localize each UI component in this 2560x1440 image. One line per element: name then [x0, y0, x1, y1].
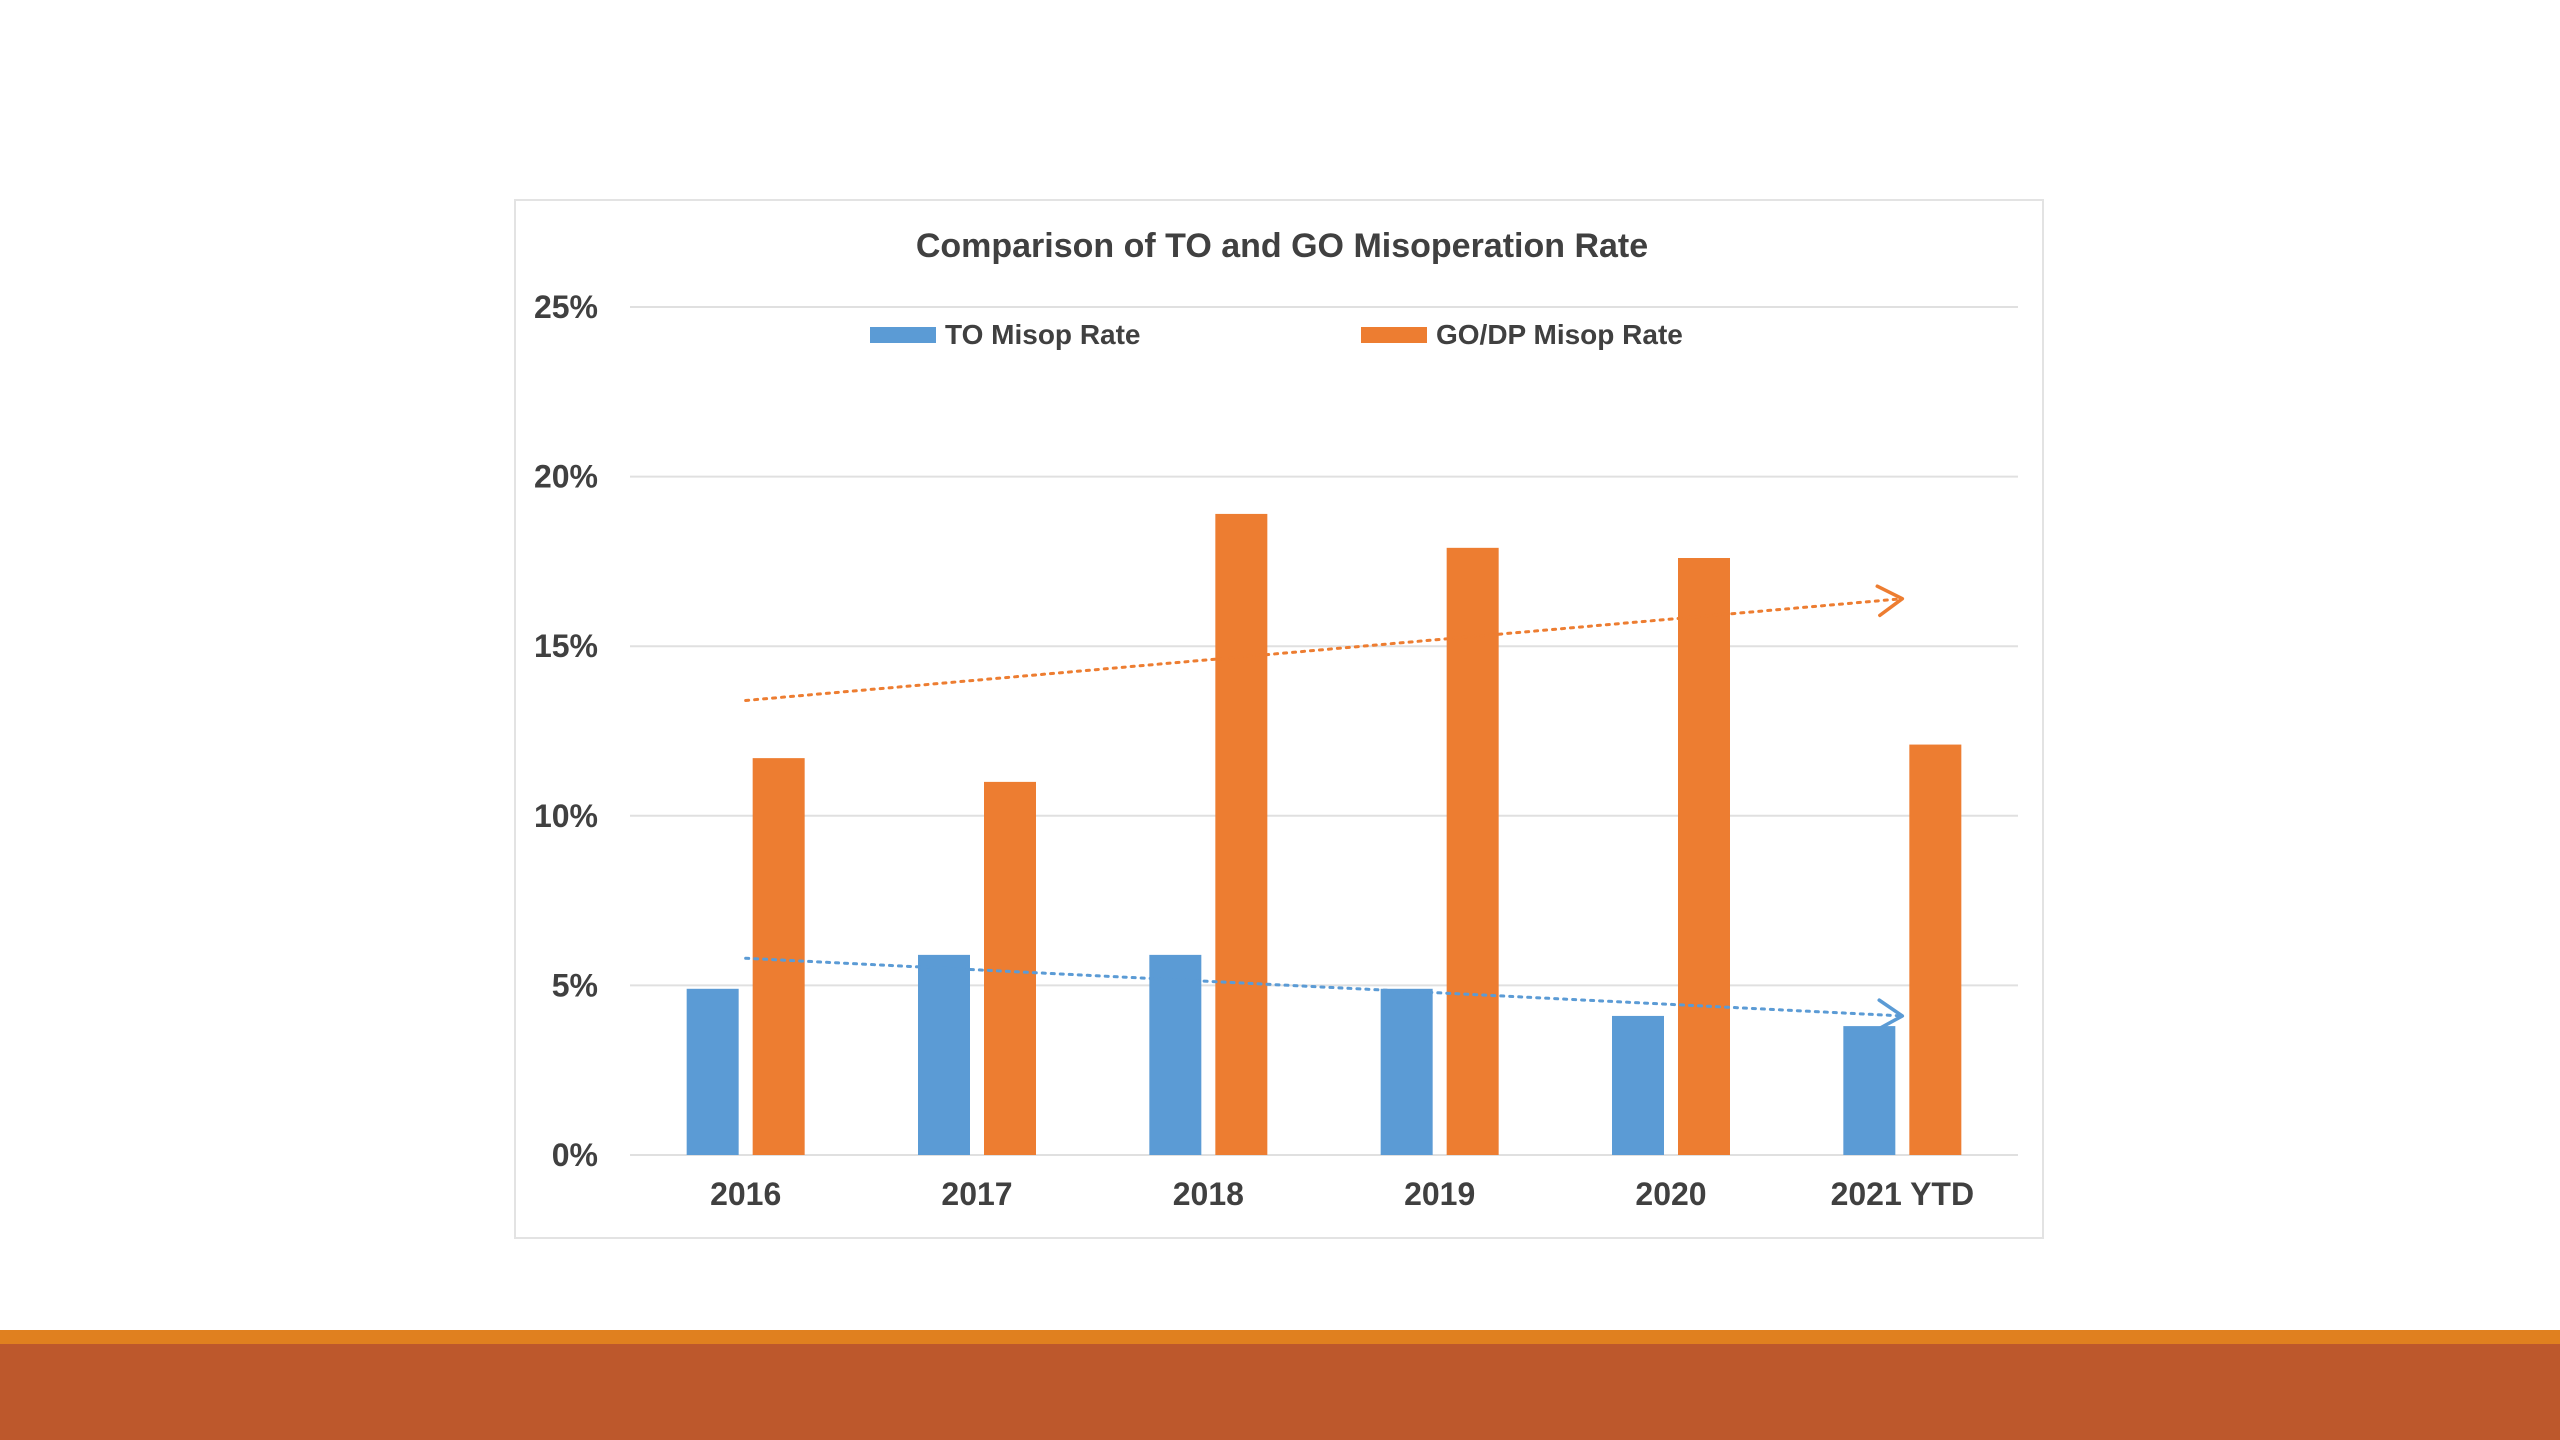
x-tick-label: 2020 [1635, 1176, 1706, 1212]
bar-go-5 [1909, 744, 1962, 1155]
bar-go-4 [1678, 558, 1730, 1155]
x-tick-label: 2019 [1404, 1176, 1475, 1212]
bars [686, 513, 1962, 1155]
trendline-arrowhead-0 [1876, 998, 1905, 1032]
y-tick-label: 5% [552, 967, 598, 1003]
legend-label-go: GO/DP Misop Rate [1436, 319, 1683, 350]
bar-to-3 [1380, 988, 1433, 1155]
bar-to-5 [1843, 1026, 1896, 1155]
bar-go-0 [752, 758, 805, 1155]
legend-swatch-go [1361, 327, 1427, 343]
bar-to-0 [686, 988, 739, 1155]
x-tick-label: 2018 [1173, 1176, 1244, 1212]
legend-swatch-to [870, 327, 936, 343]
y-tick-label: 25% [534, 289, 598, 325]
y-tick-label: 20% [534, 459, 598, 495]
x-tick-label: 2021 YTD [1831, 1176, 1975, 1212]
trendline-0 [744, 956, 1904, 1018]
bar-to-2 [1149, 954, 1202, 1155]
bar-go-3 [1446, 547, 1499, 1155]
y-tick-label: 10% [534, 798, 598, 834]
x-axis-ticks: 2016 2017 2018 2019 2020 2021 YTD [710, 1176, 1974, 1212]
legend-label-to: TO Misop Rate [945, 319, 1141, 350]
y-tick-label: 15% [534, 628, 598, 664]
bar-to-1 [918, 954, 970, 1155]
y-axis-ticks: 0% 5% 10% 15% 20% 25% [534, 289, 598, 1173]
footer-stripe [0, 1330, 2560, 1344]
bar-chart: Comparison of TO and GO Misoperation Rat… [534, 227, 2018, 1212]
trendlines [744, 584, 1905, 1032]
gridlines [630, 306, 2018, 1156]
y-tick-label: 0% [552, 1137, 598, 1173]
bar-go-1 [984, 781, 1036, 1155]
bar-to-4 [1612, 1015, 1664, 1155]
footer-band [0, 1344, 2560, 1440]
chart-frame: Comparison of TO and GO Misoperation Rat… [514, 199, 2044, 1239]
trendline-arrowhead-1 [1875, 584, 1905, 618]
x-tick-label: 2017 [941, 1176, 1012, 1212]
x-tick-label: 2016 [710, 1176, 781, 1212]
legend: TO Misop Rate GO/DP Misop Rate [870, 319, 1683, 350]
chart-title: Comparison of TO and GO Misoperation Rat… [916, 227, 1648, 265]
bar-go-2 [1215, 513, 1268, 1155]
